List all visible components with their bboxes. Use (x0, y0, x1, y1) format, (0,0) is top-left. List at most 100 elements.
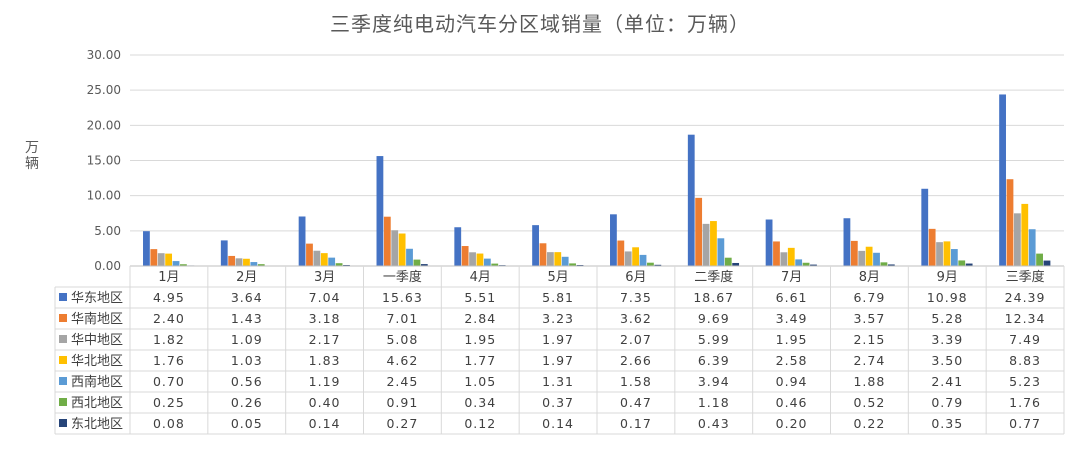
bar (810, 264, 817, 266)
bar (228, 255, 236, 266)
data-label: 15.63 (382, 290, 423, 305)
data-label: 5.23 (1009, 374, 1041, 389)
legend-label: 西南地区 (71, 374, 123, 390)
legend-label: 西北地区 (71, 396, 123, 411)
data-label: 3.23 (542, 311, 574, 326)
data-label: 3.49 (776, 311, 808, 326)
data-label: 0.26 (231, 395, 263, 410)
bar (858, 250, 866, 266)
y-tick-label: 15.00 (87, 154, 121, 168)
bar (1013, 213, 1021, 266)
data-label: 0.52 (853, 395, 885, 410)
bar (546, 252, 554, 266)
bar (965, 263, 973, 266)
data-label: 1.19 (309, 374, 341, 389)
legend-label: 华中地区 (71, 333, 123, 348)
bar (406, 248, 413, 266)
bar (391, 230, 399, 266)
data-label: 0.17 (620, 416, 652, 431)
data-label: 1.76 (1009, 395, 1041, 410)
bar (687, 134, 695, 266)
data-label: 3.62 (620, 311, 652, 326)
data-label: 9.69 (698, 311, 730, 326)
category-label: 6月 (625, 270, 646, 285)
legend-swatch (59, 419, 67, 427)
bar (554, 252, 562, 266)
data-label: 7.49 (1009, 332, 1041, 347)
bar (172, 261, 180, 266)
bar (639, 254, 647, 266)
y-tick-label: 0.00 (94, 259, 121, 273)
category-label: 4月 (470, 270, 491, 285)
bar (780, 252, 788, 266)
category-label: 5月 (547, 270, 568, 285)
bar (420, 264, 428, 266)
data-label: 0.05 (231, 416, 263, 431)
category-label: 2月 (236, 270, 257, 285)
legend-label: 华南地区 (71, 311, 123, 327)
bar (695, 197, 703, 266)
data-label: 0.20 (776, 416, 808, 431)
bar (732, 262, 740, 266)
data-label: 1.83 (309, 353, 341, 368)
bar (461, 246, 469, 266)
bar (243, 258, 250, 266)
bar (561, 256, 569, 266)
bar (850, 240, 858, 266)
data-label: 3.57 (853, 311, 885, 326)
bar (335, 263, 343, 266)
data-label: 3.18 (309, 311, 341, 326)
bar (454, 227, 462, 266)
data-label: 2.41 (931, 374, 963, 389)
data-label: 4.95 (153, 290, 185, 305)
data-label: 2.40 (153, 311, 185, 326)
bar (413, 259, 421, 266)
data-label: 1.88 (853, 374, 885, 389)
data-label: 2.84 (464, 311, 496, 326)
category-label: 二季度 (694, 269, 733, 285)
bar (569, 263, 576, 266)
bar (157, 253, 165, 266)
bar (717, 238, 725, 266)
data-label: 0.14 (542, 416, 574, 431)
bar (950, 249, 958, 266)
data-label: 1.97 (542, 353, 574, 368)
data-label: 0.37 (542, 395, 574, 410)
bar (943, 241, 951, 266)
bar (654, 264, 662, 266)
bar (250, 262, 258, 266)
data-label: 2.58 (776, 353, 808, 368)
bar (787, 247, 795, 266)
bar (383, 216, 391, 266)
category-label: 3月 (314, 270, 335, 285)
bar (313, 250, 321, 266)
legend-label: 华东地区 (71, 291, 123, 306)
data-label: 2.74 (853, 353, 885, 368)
bar (647, 262, 654, 266)
data-label: 0.22 (853, 416, 885, 431)
data-label: 3.64 (231, 290, 263, 305)
data-label: 0.12 (464, 416, 496, 431)
bar (328, 257, 336, 266)
data-label: 5.28 (931, 311, 963, 326)
data-label: 1.31 (542, 374, 574, 389)
data-label: 7.01 (386, 311, 418, 326)
bar (257, 264, 265, 266)
data-label: 6.79 (853, 290, 885, 305)
bar (1028, 229, 1036, 266)
bar (180, 264, 187, 266)
legend-swatch (59, 314, 67, 322)
bar (532, 225, 539, 266)
bar (958, 260, 966, 266)
data-label: 10.98 (927, 290, 968, 305)
data-label: 0.40 (309, 395, 341, 410)
bar (843, 218, 851, 266)
bar (469, 252, 476, 266)
bar (702, 223, 710, 266)
bar (539, 243, 547, 266)
y-tick-label: 10.00 (87, 189, 121, 203)
bar (1036, 253, 1043, 266)
data-label: 3.94 (698, 374, 730, 389)
data-label: 18.67 (693, 290, 734, 305)
category-label: 7月 (781, 270, 802, 285)
